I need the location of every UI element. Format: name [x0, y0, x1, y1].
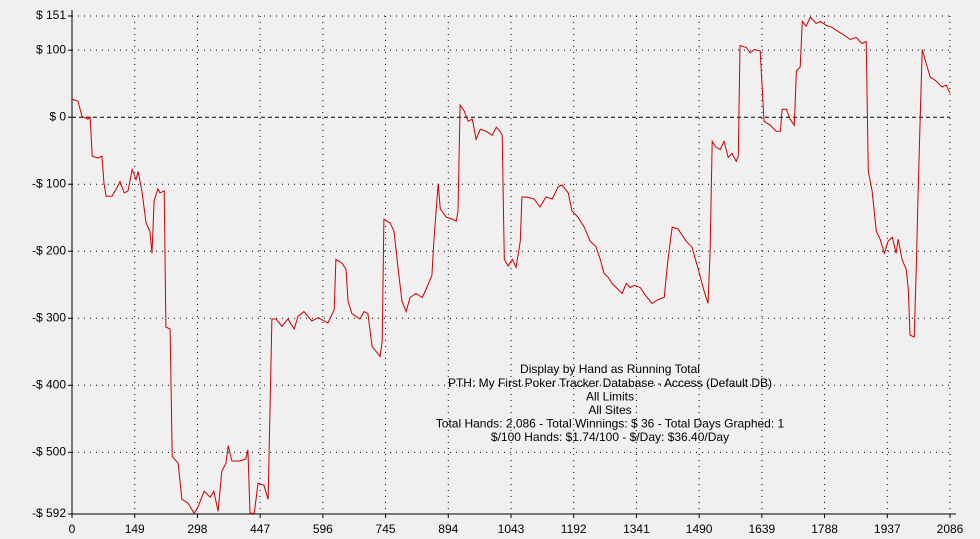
x-tick-label: 1490	[686, 522, 713, 536]
annotation: All Limits	[586, 389, 634, 403]
annotation: $/100 Hands: $1.74/100 - $/Day: $36.40/D…	[491, 430, 729, 444]
x-tick-label: 298	[187, 522, 207, 536]
x-tick-label: 1788	[811, 522, 838, 536]
x-tick-label: 1192	[561, 522, 587, 536]
x-tick-label: 596	[313, 522, 333, 536]
data-line	[71, 16, 951, 515]
x-tick-label: 745	[376, 522, 396, 536]
x-tick-label: 1639	[749, 522, 776, 536]
x-tick-label: 447	[250, 522, 270, 536]
x-tick-label: 1937	[874, 522, 901, 536]
annotation: Total Hands: 2,086 - Total Winnings: $ 3…	[436, 417, 785, 431]
y-tick-label: $ 100	[36, 42, 66, 56]
x-tick-label: 894	[438, 522, 458, 536]
x-tick-label: 149	[125, 522, 145, 536]
x-tick-label: 0	[69, 522, 76, 536]
y-tick-label: $ 0	[49, 109, 66, 123]
x-tick-label: 1341	[623, 522, 650, 536]
y-tick-label: -$ 500	[32, 445, 66, 459]
y-tick-label: -$ 300	[32, 310, 66, 324]
x-tick-label: 2086	[937, 522, 964, 536]
y-tick-label: -$ 400	[32, 377, 66, 391]
y-tick-label: -$ 592	[32, 506, 66, 520]
y-tick-label: $ 151	[36, 8, 66, 22]
annotation: All Sites	[588, 403, 631, 417]
annotation: PTH: My First Poker Tracker Database - A…	[448, 376, 772, 390]
x-tick-label: 1043	[498, 522, 525, 536]
annotation: Display by Hand as Running Total	[520, 362, 700, 376]
y-tick-label: -$ 200	[32, 243, 66, 257]
y-tick-label: -$ 100	[32, 176, 66, 190]
